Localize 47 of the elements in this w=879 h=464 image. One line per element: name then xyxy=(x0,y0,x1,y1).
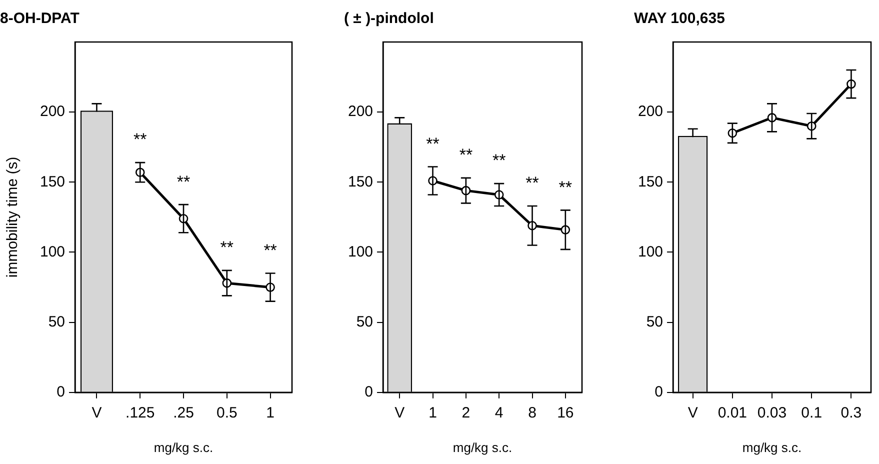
annotation: ** xyxy=(134,130,148,150)
x-tick-label: 2 xyxy=(462,404,470,422)
y-tick-label: 0 xyxy=(364,384,374,401)
y-tick-label: 0 xyxy=(654,384,664,401)
y-axis-title: immobility time (s) xyxy=(4,156,22,278)
x-tick-label: 0.01 xyxy=(718,404,748,422)
annotation: ** xyxy=(459,146,473,165)
y-tick-label: 50 xyxy=(48,313,66,330)
x-tick-label: 16 xyxy=(557,404,574,422)
x-tick-label: V xyxy=(92,404,102,422)
annotation: ** xyxy=(526,174,540,193)
chart-title: 8-OH-DPAT xyxy=(0,10,80,28)
chart-title: WAY 100,635 xyxy=(634,10,725,28)
x-tick-label: 0.03 xyxy=(757,404,787,422)
y-tick-label: 150 xyxy=(638,173,664,190)
x-tick-label: .125 xyxy=(126,404,155,422)
x-tick-label: 0.5 xyxy=(216,404,238,422)
chart-title: ( ± )-pindolol xyxy=(344,10,434,28)
y-tick-label: 50 xyxy=(646,313,664,330)
y-tick-label: 150 xyxy=(40,173,66,190)
x-tick-label: .25 xyxy=(173,404,194,422)
y-tick-label: 150 xyxy=(348,173,374,190)
x-axis-title: mg/kg s.c. xyxy=(452,440,512,455)
annotation: ** xyxy=(492,151,506,170)
y-tick-label: 200 xyxy=(638,103,664,120)
x-tick-label: 1 xyxy=(266,404,274,422)
annotation: ** xyxy=(264,240,278,260)
annotation: ** xyxy=(558,178,572,197)
y-tick-label: 100 xyxy=(638,243,664,260)
x-tick-label: 1 xyxy=(428,404,437,422)
x-tick-label: 8 xyxy=(528,404,536,422)
y-tick-label: 0 xyxy=(56,384,66,401)
y-tick-label: 200 xyxy=(348,103,374,120)
x-tick-label: 4 xyxy=(494,404,504,422)
y-tick-label: 100 xyxy=(40,243,66,260)
x-tick-label: 0.1 xyxy=(801,404,822,422)
x-axis-title: mg/kg s.c. xyxy=(154,440,214,455)
x-tick-label: V xyxy=(394,404,405,422)
x-tick-label: 0.3 xyxy=(840,404,862,422)
x-tick-label: V xyxy=(688,404,698,422)
y-tick-label: 50 xyxy=(356,313,374,330)
x-axis-title: mg/kg s.c. xyxy=(742,440,802,455)
y-tick-label: 100 xyxy=(348,243,374,260)
annotation: ** xyxy=(426,134,440,154)
annotation: ** xyxy=(176,172,191,192)
y-tick-label: 200 xyxy=(40,103,66,120)
annotation: ** xyxy=(220,238,234,258)
